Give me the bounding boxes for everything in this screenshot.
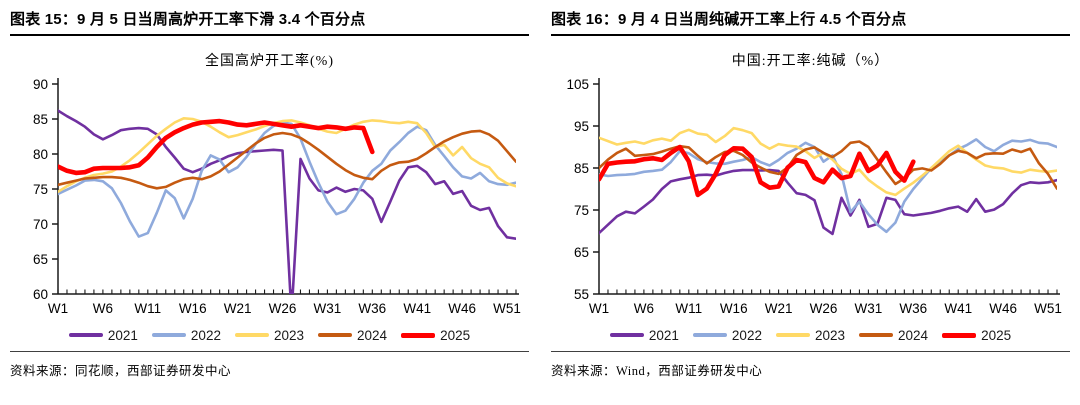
y-tick-label: 65 [33, 252, 48, 267]
legend-swatch-2021 [68, 333, 103, 337]
legend-swatch-2022 [692, 333, 727, 337]
x-tick-label: W31 [314, 301, 342, 316]
legend-item-2021: 2021 [609, 327, 679, 343]
y-tick-label: 80 [33, 147, 48, 162]
x-tick-label: W11 [134, 301, 161, 316]
figure-16-legend: 2021 2022 2023 2024 2025 [551, 325, 1070, 345]
series-2025-line [58, 118, 375, 176]
figure-16-header-rule [551, 34, 1070, 36]
figure-16-panel: 图表 16：9 月 4 日当周纯碱开工率上行 4.5 个百分点 中国:开工率:纯… [551, 6, 1070, 405]
y-tick-label: 75 [33, 182, 48, 197]
figure-15-footer-rule [10, 351, 529, 352]
legend-item-2023: 2023 [775, 327, 846, 343]
series-2021-line [58, 109, 516, 294]
legend-swatch-2024 [859, 333, 894, 337]
legend-swatch-2021 [609, 333, 644, 337]
legend-label-2025: 2025 [440, 327, 471, 343]
series-2023-line [58, 117, 516, 194]
figure-15-chart-title: 全国高炉开工率(%) [205, 54, 334, 69]
y-tick-label: 55 [574, 287, 589, 302]
legend-swatch-2023 [234, 333, 269, 337]
legend-swatch-2025 [942, 332, 977, 338]
series-2024-line [58, 129, 516, 190]
legend-item-2025: 2025 [942, 328, 1011, 343]
series-2022-line [599, 138, 1057, 234]
figure-15-chart: 60 65 70 75 80 85 90 W1 W6 W11 W16 W21 W26 W31 W36 W41 W… [33, 77, 521, 316]
legend-item-2023: 2023 [234, 327, 305, 343]
legend-label-2023: 2023 [273, 327, 305, 343]
legend-item-2024: 2024 [318, 328, 387, 343]
legend-label-2022: 2022 [190, 327, 221, 343]
legend-label-2023: 2023 [814, 327, 846, 343]
legend-item-2025: 2025 [401, 328, 470, 343]
x-tick-label: W46 [448, 301, 476, 316]
x-tick-label: W51 [1034, 301, 1062, 316]
figure-16-chart-title: 中国:开工率:纯碱（%） [731, 54, 890, 69]
y-tick-label: 65 [574, 245, 589, 260]
x-tick-label: W1 [48, 301, 68, 316]
legend-swatch-2024 [318, 333, 353, 337]
figure-16-source: 资料来源：Wind，西部证券研发中心 [551, 364, 763, 378]
x-tick-label: W1 [589, 301, 609, 316]
legend-swatch-2023 [775, 333, 810, 337]
x-tick-label: W16 [179, 301, 207, 316]
x-tick-label: W41 [403, 301, 431, 316]
x-tick-label: W16 [720, 301, 748, 316]
x-tick-label: W26 [810, 301, 838, 316]
legend-label-2021: 2021 [107, 327, 138, 343]
x-tick-label: W11 [675, 301, 702, 316]
figure-16-caption: 图表 16：9 月 4 日当周纯碱开工率上行 4.5 个百分点 [551, 11, 907, 28]
x-tick-label: W41 [944, 301, 972, 316]
legend-label-2024: 2024 [898, 327, 929, 343]
series-2025-line [599, 144, 916, 198]
y-tick-label: 95 [574, 119, 589, 134]
legend-swatch-2022 [151, 333, 186, 337]
x-tick-label: W46 [989, 301, 1017, 316]
series-2022-line [58, 121, 516, 238]
y-tick-label: 85 [574, 161, 589, 176]
legend-label-2024: 2024 [357, 327, 388, 343]
legend-item-2022: 2022 [151, 327, 221, 343]
x-tick-label: W51 [493, 301, 521, 316]
x-tick-label: W21 [765, 301, 793, 316]
y-tick-label: 70 [33, 217, 48, 232]
figure-16-footer-rule [551, 351, 1070, 352]
figure-15-panel: 图表 15：9 月 5 日当周高炉开工率下滑 3.4 个百分点 全国高炉开工率(… [10, 6, 529, 405]
figure-15-header-rule [10, 34, 529, 36]
x-tick-label: W26 [269, 301, 297, 316]
legend-item-2022: 2022 [692, 327, 762, 343]
x-tick-label: W6 [93, 301, 113, 316]
figure-16-chart: 55 65 75 85 95 105 W1 W6 W11 W16 W21 W26 W31 W36 W41 W4… [566, 77, 1062, 316]
x-tick-label: W31 [855, 301, 883, 316]
x-tick-label: W36 [358, 301, 386, 316]
legend-label-2025: 2025 [981, 327, 1012, 343]
legend-label-2021: 2021 [648, 327, 679, 343]
y-tick-label: 60 [33, 287, 48, 302]
y-tick-label: 90 [33, 77, 48, 92]
figure-15-legend: 2021 2022 2023 2024 2025 [10, 325, 529, 345]
y-tick-label: 75 [574, 203, 589, 218]
figure-15-source: 资料来源：同花顺，西部证券研发中心 [10, 364, 232, 378]
legend-swatch-2025 [401, 332, 436, 338]
series-2021-line [599, 168, 1057, 236]
x-tick-label: W21 [224, 301, 252, 316]
legend-label-2022: 2022 [731, 327, 762, 343]
y-tick-label: 85 [33, 112, 48, 127]
x-tick-label: W36 [899, 301, 927, 316]
x-tick-label: W6 [634, 301, 654, 316]
legend-item-2024: 2024 [859, 328, 928, 343]
y-tick-label: 105 [566, 77, 589, 92]
figure-15-caption: 图表 15：9 月 5 日当周高炉开工率下滑 3.4 个百分点 [10, 11, 366, 28]
legend-item-2021: 2021 [68, 327, 138, 343]
